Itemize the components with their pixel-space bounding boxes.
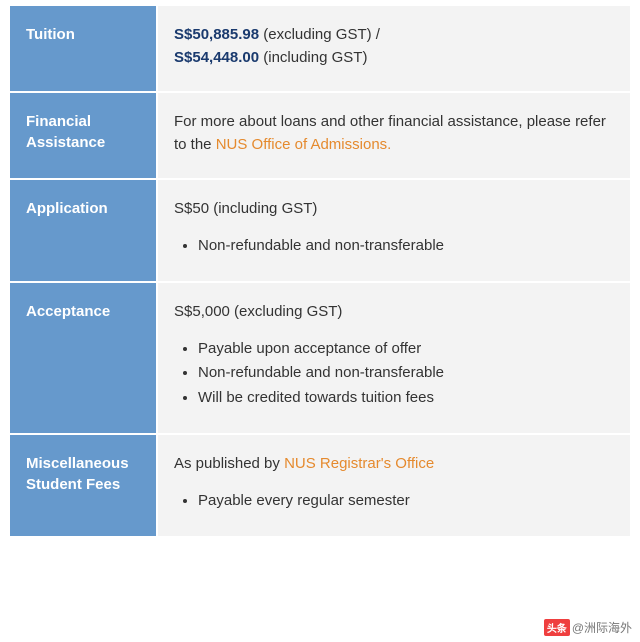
- tuition-label: Tuition: [9, 5, 157, 92]
- nus-admissions-link[interactable]: NUS Office of Admissions.: [216, 136, 392, 153]
- misc-bullets: Payable every regular semester: [174, 490, 614, 513]
- list-item: Non-refundable and non-transferable: [198, 362, 614, 385]
- row-misc-fees: Miscellaneous Student Fees As published …: [9, 434, 631, 537]
- tuition-inc-gst-suffix: (including GST): [259, 49, 367, 66]
- financial-label: Financial Assistance: [9, 92, 157, 179]
- fees-table: Tuition S$50,885.98 (excluding GST) / S$…: [8, 4, 632, 538]
- nus-registrar-link[interactable]: NUS Registrar's Office: [284, 455, 434, 472]
- row-tuition: Tuition S$50,885.98 (excluding GST) / S$…: [9, 5, 631, 92]
- tuition-amount-ex-gst: S$50,885.98: [174, 26, 259, 43]
- application-headline: S$50 (including GST): [174, 200, 317, 217]
- watermark-logo: 头条: [544, 619, 570, 636]
- misc-content: As published by NUS Registrar's Office P…: [157, 434, 631, 537]
- tuition-content: S$50,885.98 (excluding GST) / S$54,448.0…: [157, 5, 631, 92]
- acceptance-content: S$5,000 (excluding GST) Payable upon acc…: [157, 282, 631, 434]
- application-bullets: Non-refundable and non-transferable: [174, 235, 614, 258]
- list-item: Payable every regular semester: [198, 490, 614, 513]
- misc-text: As published by: [174, 455, 284, 472]
- tuition-amount-inc-gst: S$54,448.00: [174, 49, 259, 66]
- misc-label: Miscellaneous Student Fees: [9, 434, 157, 537]
- row-acceptance: Acceptance S$5,000 (excluding GST) Payab…: [9, 282, 631, 434]
- row-financial-assistance: Financial Assistance For more about loan…: [9, 92, 631, 179]
- watermark-text: @洲际海外: [572, 621, 632, 635]
- acceptance-headline: S$5,000 (excluding GST): [174, 303, 342, 320]
- watermark: 头条@洲际海外: [544, 619, 632, 636]
- acceptance-label: Acceptance: [9, 282, 157, 434]
- tuition-ex-gst-suffix: (excluding GST) /: [259, 26, 380, 43]
- list-item: Non-refundable and non-transferable: [198, 235, 614, 258]
- row-application: Application S$50 (including GST) Non-ref…: [9, 179, 631, 282]
- financial-content: For more about loans and other financial…: [157, 92, 631, 179]
- list-item: Payable upon acceptance of offer: [198, 338, 614, 361]
- list-item: Will be credited towards tuition fees: [198, 387, 614, 410]
- application-label: Application: [9, 179, 157, 282]
- application-content: S$50 (including GST) Non-refundable and …: [157, 179, 631, 282]
- acceptance-bullets: Payable upon acceptance of offer Non-ref…: [174, 338, 614, 410]
